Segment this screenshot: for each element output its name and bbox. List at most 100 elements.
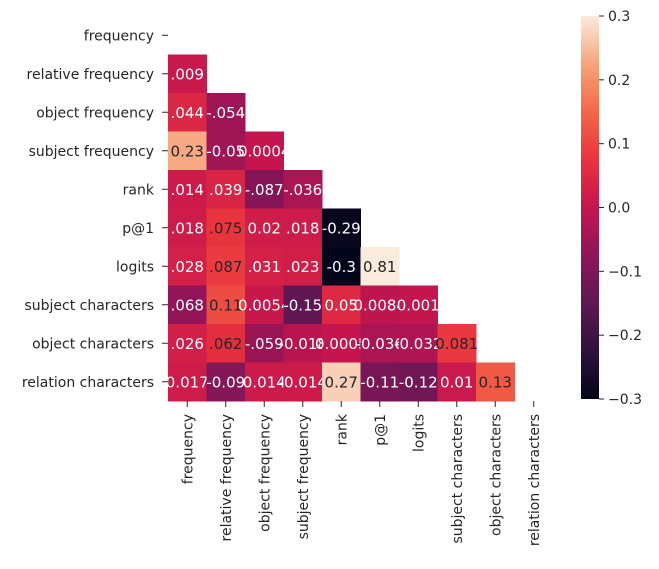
row-label-relation-characters: relation characters	[22, 375, 154, 391]
heatmap-cell-logits-rank	[322, 247, 361, 286]
heatmap-cell-label: 0.014	[243, 373, 286, 391]
heatmap-cell-subject-characters-logits	[399, 285, 438, 325]
heatmap-cell-p-1-rank	[322, 208, 361, 248]
column-label-subject-frequency: subject frequency	[296, 414, 312, 539]
heatmap-cell-relation-characters-p-1	[360, 362, 400, 402]
heatmap-cell-relation-characters-subject-frequency	[283, 362, 323, 402]
heatmap-cell-label: -0.11	[360, 373, 399, 391]
row-label-object-characters: object characters	[32, 336, 154, 352]
heatmap-cell-subject-characters-frequency	[168, 285, 207, 325]
column-label-object-frequency: object frequency	[257, 414, 273, 532]
heatmap-cell-label: .087	[209, 258, 242, 276]
heatmap-cell-label: .018	[286, 219, 319, 237]
heatmap-cell-subject-characters-object-frequency	[245, 285, 284, 325]
heatmap-cell-relation-characters-object-frequency	[245, 362, 284, 402]
heatmap-cell-label: 0.23	[171, 142, 204, 160]
heatmap-cell-logits-p-1	[360, 247, 400, 286]
heatmap-cell-relation-characters-rank	[322, 362, 361, 402]
heatmap-cell-label: -0.3	[327, 258, 356, 276]
column-label-rank: rank	[334, 413, 350, 445]
heatmap-cell-object-characters-object-frequency	[245, 324, 284, 363]
heatmap-cell-subject-characters-p-1	[360, 285, 400, 325]
heatmap-cell-label: -0.09	[206, 373, 245, 391]
colorbar	[581, 16, 599, 399]
colorbar-tick-label: −0.2	[608, 328, 642, 344]
heatmap-cell-object-characters-frequency	[168, 324, 207, 363]
row-label-rank: rank	[123, 182, 155, 198]
column-label-subject-characters: subject characters	[450, 414, 466, 544]
heatmap-cell-label: .044	[171, 104, 204, 122]
heatmap-cell-object-frequency-relative-frequency	[206, 93, 246, 132]
heatmap-cell-label: .023	[286, 258, 319, 276]
heatmap-cell-subject-frequency-object-frequency	[245, 131, 284, 171]
heatmap-cell-rank-frequency	[168, 170, 207, 209]
heatmap-cell-subject-characters-subject-frequency	[283, 285, 323, 325]
heatmap-cell-label: -.059	[245, 335, 284, 353]
heatmap-cell-label: 0.81	[363, 258, 396, 276]
heatmap-cell-rank-relative-frequency	[206, 170, 246, 209]
heatmap-cell-object-characters-subject-frequency	[283, 324, 323, 363]
heatmap-cell-object-characters-p-1	[360, 324, 400, 363]
column-label-p-1: p@1	[373, 414, 389, 446]
colorbar-tick-label: −0.1	[608, 264, 642, 280]
row-label-frequency: frequency	[84, 28, 154, 44]
heatmap-cell-label: -0.05	[206, 142, 245, 160]
heatmap-cell-p-1-frequency	[168, 208, 207, 248]
heatmap-cell-label: -.054	[206, 104, 245, 122]
heatmap-cell-label: .028	[171, 258, 204, 276]
colorbar-tick-label: 0.0	[608, 201, 630, 217]
row-label-subject-characters: subject characters	[24, 298, 154, 314]
heatmap-cell-label: .018	[171, 219, 204, 237]
heatmap-cell-label: 0.0054	[238, 296, 291, 314]
row-label-object-frequency: object frequency	[36, 105, 154, 121]
heatmap-cell-logits-frequency	[168, 247, 207, 286]
heatmap-cell-p-1-subject-frequency	[283, 208, 323, 248]
colorbar-tick-label: 0.3	[608, 9, 630, 25]
heatmap-cell-label: -0.036	[356, 335, 404, 353]
heatmap-cell-label: -0.032	[394, 335, 442, 353]
heatmap-cell-relative-frequency-frequency	[168, 54, 207, 94]
heatmap-cell-relation-characters-subject-characters	[437, 362, 477, 402]
heatmap-cell-rank-object-frequency	[245, 170, 284, 209]
heatmap-cell-label: -0.12	[399, 373, 438, 391]
heatmap-cell-label: 0.001	[397, 296, 440, 314]
heatmap-cell-label: -0.15	[283, 296, 322, 314]
heatmap-cell-label: -0.29	[322, 219, 361, 237]
heatmap-cell-subject-characters-relative-frequency	[206, 285, 246, 325]
heatmap-cell-label: 0.02	[248, 219, 281, 237]
column-label-relation-characters: relation characters	[527, 414, 543, 546]
heatmap-cell-label: .075	[209, 219, 242, 237]
row-label-subject-frequency: subject frequency	[29, 144, 154, 160]
row-label-relative-frequency: relative frequency	[27, 67, 154, 83]
heatmap-cell-label: .039	[209, 181, 242, 199]
row-label-p-1: p@1	[122, 221, 154, 237]
heatmap-cell-label: 0.11	[209, 296, 242, 314]
heatmap-cell-relation-characters-relative-frequency	[206, 362, 246, 402]
column-label-object-characters: object characters	[488, 414, 504, 536]
colorbar-tick-label: −0.3	[608, 392, 642, 408]
heatmap-cell-relation-characters-logits	[399, 362, 438, 402]
heatmap-cell-label: 0.01	[440, 373, 473, 391]
heatmap-cell-p-1-relative-frequency	[206, 208, 246, 248]
column-label-relative-frequency: relative frequency	[219, 414, 235, 541]
heatmap-cell-object-characters-rank	[322, 324, 361, 363]
heatmap-cell-relation-characters-frequency	[168, 362, 207, 402]
heatmap-cell-label: .009	[171, 65, 204, 83]
heatmap-cell-label: 0.081	[435, 335, 478, 353]
heatmap-cell-label: 0.0005	[315, 335, 368, 353]
heatmap-cell-subject-frequency-relative-frequency	[206, 131, 246, 171]
heatmap-cell-label: 0.05	[325, 296, 358, 314]
heatmap-cell-logits-object-frequency	[245, 247, 284, 286]
heatmap-cell-label: 0.0084	[354, 296, 407, 314]
heatmap-cell-object-characters-relative-frequency	[206, 324, 246, 363]
heatmap-cell-label: 0.0004	[238, 142, 291, 160]
heatmap-cell-subject-frequency-frequency	[168, 131, 207, 171]
heatmap-cell-label: -0.014	[279, 373, 327, 391]
row-label-logits: logits	[116, 259, 154, 275]
heatmap-cell-label: 0.13	[479, 373, 512, 391]
heatmap-cell-rank-subject-frequency	[283, 170, 323, 209]
heatmap-cell-logits-relative-frequency	[206, 247, 246, 286]
heatmap-cell-object-characters-logits	[399, 324, 438, 363]
heatmap-cell-object-characters-subject-characters	[437, 324, 477, 363]
